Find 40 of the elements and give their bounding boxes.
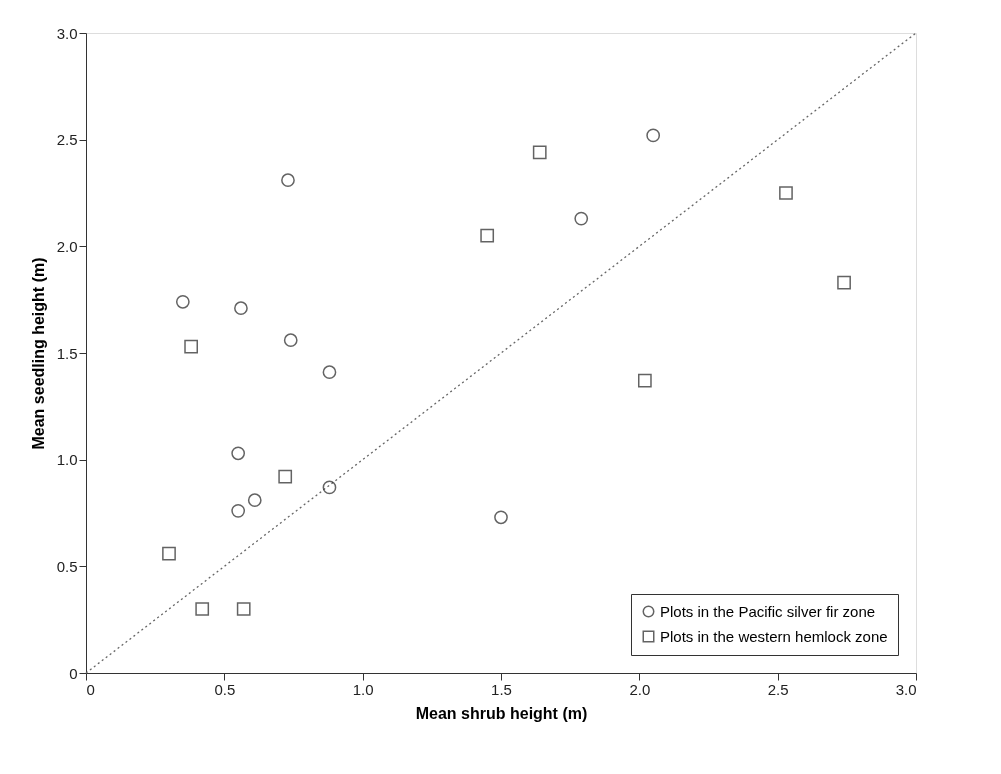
- point: [283, 333, 298, 348]
- point: [574, 211, 589, 226]
- point: [278, 469, 293, 484]
- x-tick-label: 1.0: [352, 680, 374, 698]
- y-tick-label: 3.0: [56, 24, 78, 42]
- point: [322, 480, 337, 495]
- y-tick-label: 2.5: [56, 131, 78, 149]
- point: [494, 510, 508, 525]
- point: [184, 339, 199, 354]
- point: [247, 493, 262, 508]
- y-tick-label: 0: [69, 664, 78, 682]
- x-tick-label: 2.0: [629, 680, 651, 698]
- x-tick-label: 0: [86, 680, 95, 698]
- point: [234, 301, 248, 316]
- point: [231, 504, 246, 518]
- x-tick-label: 2.5: [767, 680, 789, 698]
- point: [322, 365, 337, 380]
- y-tick-label: 2.0: [56, 237, 78, 255]
- y-axis-title: Mean seedling height (m): [29, 257, 47, 450]
- x-tick-label: 1.5: [491, 680, 512, 698]
- point: [837, 275, 851, 290]
- point: [236, 602, 251, 616]
- point: [532, 145, 547, 160]
- point: [162, 546, 176, 561]
- point: [231, 446, 246, 461]
- point: [779, 186, 793, 200]
- x-tick-label: 3.0: [895, 680, 917, 698]
- legend-label: Plots in the Pacific silver fir zone: [660, 602, 876, 620]
- y-tick-label: 1.0: [56, 451, 78, 469]
- y-tick-label: 1.5: [56, 344, 78, 362]
- point: [637, 373, 652, 388]
- point: [281, 173, 295, 188]
- point: [195, 602, 210, 616]
- point: [175, 294, 190, 309]
- x-axis-title: Mean shrub height (m): [415, 704, 588, 722]
- legend-label: Plots in the western hemlock zone: [660, 627, 888, 645]
- y-tick-label: 0.5: [56, 557, 78, 575]
- x-tick-label: 0.5: [214, 680, 236, 698]
- point: [646, 128, 661, 143]
- point: [480, 228, 495, 243]
